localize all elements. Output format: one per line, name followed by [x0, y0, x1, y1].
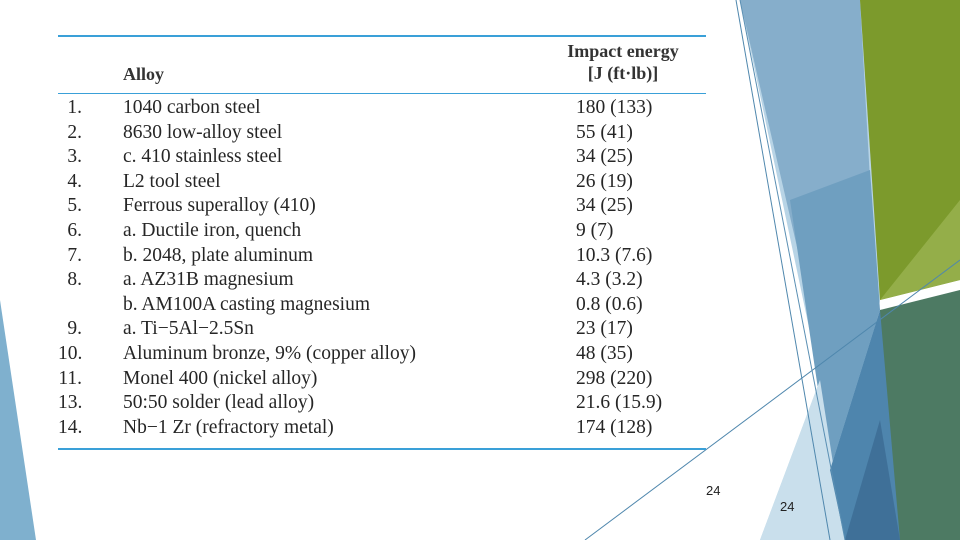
left-edge-facet — [0, 300, 36, 540]
row-number: 10. — [58, 342, 83, 364]
alloy-name: L2 tool steel — [123, 170, 221, 192]
impact-value: 26 (19) — [576, 170, 633, 192]
alloy-name: c. 410 stainless steel — [123, 146, 283, 168]
row-number: 3. — [67, 146, 82, 168]
alloy-name: a. Ductile iron, quench — [123, 219, 302, 241]
impact-value: 180 (133) — [576, 97, 653, 118]
impact-value: 21.6 (15.9) — [576, 392, 663, 414]
alloy-name: a. AZ31B magnesium — [123, 269, 294, 291]
column-header-impact-line2: [J (ft·lb)] — [587, 63, 659, 83]
slide-number: 24 — [706, 483, 721, 498]
row-number: 11. — [58, 367, 82, 389]
alloy-name: b. AM100A casting magnesium — [123, 293, 370, 315]
column-header-impact: Impact energy [J (ft·lb)] — [538, 40, 708, 84]
alloy-name: Ferrous superalloy (410) — [123, 195, 316, 217]
row-number: 14. — [58, 416, 83, 438]
impact-value: 298 (220) — [576, 367, 653, 389]
row-number: 9. — [67, 318, 82, 340]
alloy-name: 50:50 solder (lead alloy) — [123, 392, 315, 414]
table-row: 14. Nb−1 Zr (refractory metal) 174 (128) — [58, 416, 706, 441]
table-row: 8. a. AZ31B magnesium 4.3 (3.2) — [58, 268, 706, 293]
alloy-name: Monel 400 (nickel alloy) — [123, 367, 318, 389]
row-number: 2. — [67, 121, 82, 143]
row-number: 7. — [67, 244, 82, 266]
table-row: 3. c. 410 stainless steel 34 (25) — [58, 145, 706, 170]
table-header-rule — [58, 93, 706, 94]
impact-value: 34 (25) — [576, 195, 633, 217]
slide-number-footer: 24 — [780, 499, 795, 514]
column-header-impact-line1: Impact energy — [567, 41, 679, 61]
impact-value: 48 (35) — [576, 342, 633, 364]
alloy-name: 1040 carbon steel — [123, 97, 261, 118]
table-row: 5. Ferrous superalloy (410) 34 (25) — [58, 194, 706, 219]
table-row: 9. a. Ti−5Al−2.5Sn 23 (17) — [58, 317, 706, 342]
table-row: 10. Aluminum bronze, 9% (copper alloy) 48 … — [58, 342, 706, 367]
table-row: 13. 50:50 solder (lead alloy) 21.6 (15.9) — [58, 391, 706, 416]
row-number: 1. — [67, 97, 82, 118]
table-row: 1. 1040 carbon steel 180 (133) — [58, 96, 706, 121]
table-row: 2. 8630 low-alloy steel 55 (41) — [58, 121, 706, 146]
impact-value: 23 (17) — [576, 318, 633, 340]
facet-green — [860, 0, 960, 300]
facet-dark-green — [880, 290, 960, 540]
table-row: 6. a. Ductile iron, quench 9 (7) — [58, 219, 706, 244]
alloy-name: Nb−1 Zr (refractory metal) — [123, 416, 334, 438]
column-header-alloy: Alloy — [123, 64, 165, 84]
thin-line-2 — [584, 259, 960, 540]
impact-value: 9 (7) — [576, 219, 614, 241]
impact-value: 55 (41) — [576, 121, 633, 143]
row-number: 6. — [67, 219, 82, 241]
table-row: 4. L2 tool steel 26 (19) — [58, 170, 706, 195]
thin-line-1 — [735, 0, 831, 540]
thin-line-3 — [739, 0, 846, 540]
row-number: 13. — [58, 392, 83, 414]
table-body: 1. 1040 carbon steel 180 (133) 2. 8630 low-… — [58, 96, 706, 440]
impact-energy-table: Alloy Impact energy [J (ft·lb)] 1. 1040 c… — [58, 35, 706, 450]
alloy-name: b. 2048, plate aluminum — [123, 244, 314, 266]
row-number: 5. — [67, 195, 82, 217]
impact-value: 0.8 (0.6) — [576, 293, 643, 315]
table-top-rule — [58, 35, 706, 37]
facet-pale — [760, 380, 845, 540]
row-number: 4. — [67, 170, 82, 192]
impact-value: 34 (25) — [576, 146, 633, 168]
table-row: 7. b. 2048, plate aluminum 10.3 (7.6) — [58, 244, 706, 269]
table-row: b. AM100A casting magnesium 0.8 (0.6) — [58, 293, 706, 318]
impact-value: 174 (128) — [576, 416, 653, 438]
facet-blue — [790, 170, 880, 470]
alloy-name: 8630 low-alloy steel — [123, 121, 283, 143]
alloy-name: Aluminum bronze, 9% (copper alloy) — [123, 342, 416, 364]
table-bottom-rule — [58, 448, 706, 450]
alloy-name: a. Ti−5Al−2.5Sn — [123, 318, 254, 340]
impact-value: 10.3 (7.6) — [576, 244, 653, 266]
impact-value: 4.3 (3.2) — [576, 269, 643, 291]
facet-blue-bottom — [845, 420, 900, 540]
table-row: 11. Monel 400 (nickel alloy) 298 (220) — [58, 367, 706, 392]
row-number: 8. — [67, 269, 82, 291]
